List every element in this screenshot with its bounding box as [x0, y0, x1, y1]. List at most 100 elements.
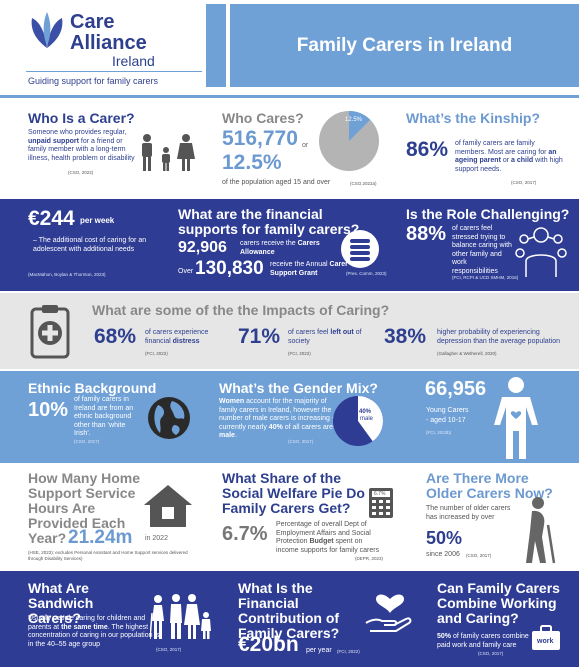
logo-flower-icon — [31, 12, 63, 48]
family-icon — [142, 134, 195, 171]
combine-text: 50% of family carers combine paid work a… — [437, 633, 529, 649]
row-financial: €244 per week – The additional cost of c… — [0, 199, 579, 291]
kinship-source: (CSO, 2017) — [511, 180, 537, 185]
supports-text1: carers receive the Carers Allowance — [240, 240, 320, 256]
heart-hand-icon — [365, 594, 412, 632]
multigenerational-family-icon — [150, 594, 211, 640]
title-bar-left — [206, 4, 226, 87]
impact2-source: (FCI, 2022) — [288, 351, 311, 356]
medical-clipboard-icon — [30, 305, 70, 359]
cares-source: (CSO,2022a) — [350, 181, 377, 186]
logo-alliance: Alliance — [70, 32, 147, 54]
impact3-text: higher probability of experiencing depre… — [437, 329, 560, 345]
kinship-pct: 86% — [406, 138, 449, 161]
ethnic-pct: 10% — [28, 399, 69, 421]
cares-or: or — [302, 142, 309, 149]
logo-care: Care — [70, 11, 115, 33]
ethnic-source: (CSO, 2017) — [74, 439, 100, 444]
carer-heading: Who Is a Carer? — [28, 110, 135, 126]
cares-count: 516,770 — [222, 127, 298, 150]
carer-text: Someone who provides regular, unpaid sup… — [28, 129, 135, 162]
globe-icon — [148, 397, 190, 439]
challenging-pct: 88% — [406, 223, 447, 245]
population-pie-chart — [319, 111, 379, 171]
young-carer-icon — [494, 377, 538, 459]
supports-heading: What are the financial supports for fami… — [178, 206, 360, 237]
header: Care Alliance Ireland Guiding support fo… — [0, 0, 579, 98]
supports-over: Over — [178, 268, 194, 275]
pie-slice-male — [358, 396, 383, 442]
impact3-pct: 38% — [384, 325, 427, 348]
older-source: (CSO, 2017) — [466, 553, 492, 558]
tagline: Guiding support for family carers — [28, 76, 159, 86]
older-pct: 50% — [426, 528, 463, 548]
page-title: Family Carers in Ireland — [296, 34, 513, 56]
cares-heading: Who Cares? — [222, 110, 304, 126]
row-demographics: Ethnic Background 10% of family carers i… — [0, 371, 579, 463]
cost-amount: €244 — [28, 207, 75, 230]
hours-source: (HSE, 2023); excludes Personal Assistant… — [28, 550, 188, 561]
welfare-heading: What Share of the Social Welfare Pie Do … — [222, 470, 365, 516]
cost-text: – The additional cost of caring for an a… — [33, 237, 147, 253]
young-age: - aged 10-17 — [426, 417, 466, 424]
hours-heading: How Many Home Support Service Hours Are … — [28, 470, 141, 546]
ethnic-heading: Ethnic Background — [28, 380, 157, 396]
supports-num2: 130,830 — [195, 258, 264, 279]
row-impacts: What are some of the the Impacts of Cari… — [0, 293, 579, 369]
work-icon-label: work — [537, 638, 554, 645]
young-label: Young Carers — [426, 407, 469, 414]
contribution-value: €20bn — [238, 633, 299, 656]
pie-slice-carers — [349, 111, 371, 141]
combine-heading: Can Family Carers Combine Working and Ca… — [437, 580, 560, 626]
hours-year: in 2022 — [145, 535, 168, 542]
combine-source: (CSO, 2017) — [478, 651, 504, 656]
ethnic-text: of family carers in Ireland are from an … — [74, 396, 134, 437]
sandwich-source: (CSO, 2017) — [156, 647, 182, 652]
young-count: 66,956 — [425, 378, 487, 400]
cares-caption: of the population aged 15 and over — [222, 179, 331, 186]
gender-text: Women account for the majority of family… — [219, 398, 335, 439]
older-since: since 2006 — [426, 551, 460, 558]
header-divider — [0, 95, 579, 98]
contribution-heading: What Is the Financial Contribution of Fa… — [238, 580, 340, 641]
house-icon — [144, 485, 192, 527]
logo-ireland: Ireland — [112, 53, 155, 69]
supports-source: (Pres. Comm, 2023) — [346, 271, 387, 276]
contribution-unit: per year — [306, 647, 332, 654]
gender-source: (CSO, 2017) — [288, 439, 314, 444]
row-who-cares: Who Is a Carer? Someone who provides reg… — [0, 100, 579, 197]
impact1-pct: 68% — [94, 325, 137, 348]
stressed-person-icon — [515, 227, 567, 277]
supports-num1: 92,906 — [178, 239, 227, 256]
cares-pct: 12.5% — [222, 151, 282, 174]
coins-icon — [341, 230, 379, 268]
young-source: (FCI, 2023b) — [426, 430, 452, 435]
impact2-pct: 71% — [238, 325, 281, 348]
title-bar: Family Carers in Ireland — [230, 4, 579, 87]
older-heading: Are There More Older Carers Now? — [426, 470, 553, 501]
gender-heading: What’s the Gender Mix? — [219, 380, 378, 396]
impact2-text: of carers feel left out of society — [288, 329, 362, 345]
older-text: The number of older carers has increased… — [426, 505, 511, 521]
kinship-text: of family carers are family members. Mos… — [455, 140, 563, 173]
calculator-icon — [369, 488, 393, 518]
row-contribution: What Are Sandwich Carers? Usually people… — [0, 571, 579, 667]
gender-pie-pct: 40% — [359, 409, 372, 415]
row-services: How Many Home Support Service Hours Are … — [0, 465, 579, 566]
hours-value: 21.24m — [68, 527, 133, 548]
cost-unit: per week — [80, 216, 115, 225]
welfare-pct: 6.7% — [222, 523, 268, 545]
welfare-source: (DEPR, 2023) — [355, 556, 384, 561]
challenging-text: of carers feel stressed trying to balanc… — [452, 225, 512, 275]
sandwich-text: Usually people caring for children and p… — [28, 615, 160, 648]
logo-underline — [26, 71, 202, 72]
calculator-label: 6.7% — [374, 491, 386, 497]
cares-pie-label: 12.5% — [345, 117, 363, 123]
impact3-source: (Gallagher & Wetherell, 2020) — [437, 351, 497, 356]
welfare-text: Percentage of overall Dept of Employment… — [276, 521, 380, 554]
challenging-source: (FCI, RCPI & UCD SMHM, 2016) — [452, 275, 519, 280]
sandwich-heading: What Are Sandwich Carers? — [28, 580, 94, 626]
supports-text2: receive the Annual Carer Support Grant — [270, 261, 348, 277]
carer-source: (CSO, 2022) — [68, 170, 94, 175]
challenging-heading: Is the Role Challenging? — [406, 206, 570, 222]
